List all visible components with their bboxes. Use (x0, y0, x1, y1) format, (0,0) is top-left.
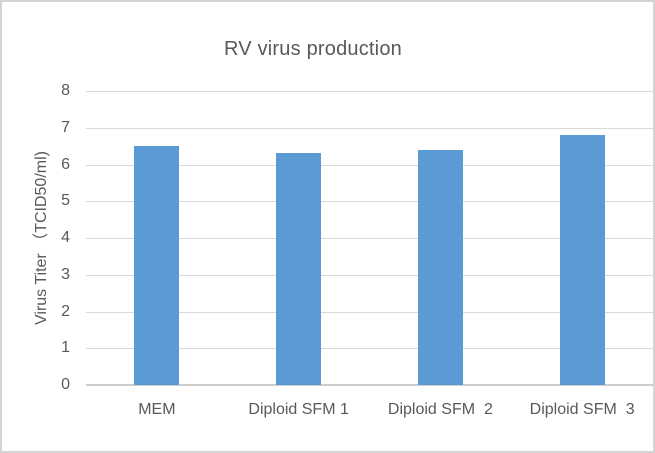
bar-diploid-sfm-3 (559, 135, 605, 385)
gridline-y-5 (86, 201, 653, 203)
x-tick-label-diploid-sfm-1: Diploid SFM 1 (248, 401, 349, 418)
y-tick-label-5: 5 (61, 192, 70, 210)
gridline-y-1 (86, 348, 653, 350)
x-tick-label-diploid-sfm-3: Diploid SFM 3 (529, 401, 635, 418)
y-tick-label-2: 2 (61, 302, 70, 320)
y-tick-label-0: 0 (61, 376, 70, 393)
gridline-y-6 (86, 164, 653, 166)
x-tick-label-diploid-sfm-2: Diploid SFM 2 (387, 401, 493, 418)
x-axis-line (86, 384, 653, 386)
gridline-y-8 (86, 91, 653, 92)
x-tick-label-mem: MEM (138, 401, 176, 418)
gridline-y-4 (86, 238, 653, 239)
chart-title: RV virus production (224, 38, 402, 60)
y-tick-label-3: 3 (61, 265, 70, 283)
y-tick-label-7: 7 (61, 118, 70, 136)
gridline-y-7 (86, 127, 653, 129)
y-tick-label-4: 4 (61, 229, 70, 246)
gridline-y-2 (86, 311, 653, 313)
gridline-y-3 (86, 274, 653, 276)
y-tick-label-1: 1 (61, 339, 70, 357)
bar-mem (134, 146, 180, 385)
bar-diploid-sfm-2 (417, 149, 463, 385)
plot-area (86, 91, 653, 386)
bar-diploid-sfm-1 (276, 153, 322, 385)
y-tick-label-6: 6 (61, 155, 70, 173)
y-tick-label-8: 8 (61, 82, 70, 99)
